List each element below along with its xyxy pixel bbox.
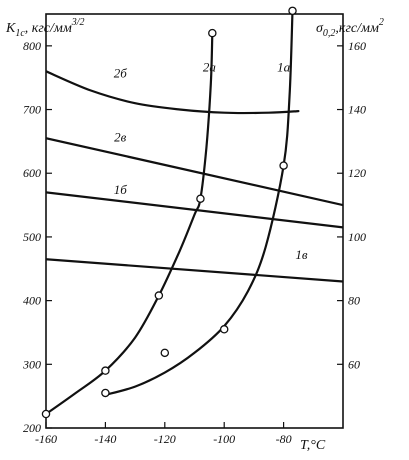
series-line-2а (46, 32, 214, 416)
y-left-tick-label: 800 (23, 39, 41, 53)
y-left-tick-label: 600 (23, 166, 41, 180)
data-point-1а (288, 6, 297, 16)
y-left-tick-label: 700 (23, 103, 41, 117)
data-point-2а (41, 409, 51, 419)
ticks-layer: -160 -140 -120 -100 -80 200 300 400 500 600 700 800… (22, 39, 366, 446)
data-point-2а (101, 366, 110, 375)
y-right-tick-label: 160 (348, 39, 366, 53)
series-line-1в (46, 258, 343, 283)
x-axis-title: T,°C (300, 438, 326, 453)
series-line-1б (46, 191, 343, 229)
curve-label-1а: 1а (277, 59, 291, 74)
y-right-tick-label: 100 (348, 230, 366, 244)
curve-label-2б: 2б (114, 66, 128, 81)
plot-frame (45, 13, 344, 429)
y-left-tick-label: 300 (22, 357, 41, 371)
data-point-2а (154, 291, 164, 300)
curve-labels-layer: 2а 1а 2б 2в 1б 1в (114, 59, 308, 262)
y-right-tick-label: 140 (348, 103, 366, 117)
series-line-1а (104, 10, 294, 396)
x-tick-label: -100 (213, 432, 235, 446)
x-tick-label: -80 (276, 432, 292, 446)
curve-label-1б: 1б (114, 182, 128, 197)
curve-label-2в: 2в (114, 129, 127, 144)
axes-frame (45, 13, 344, 429)
data-point-2а (196, 194, 205, 203)
x-tick-label: -160 (35, 432, 57, 446)
y-right-tick-label: 60 (348, 357, 360, 371)
data-point-1а (279, 161, 288, 170)
markers-layer (41, 6, 297, 419)
y-left-tick-label: 500 (23, 230, 41, 244)
curves-layer (46, 10, 343, 416)
data-point-1а (101, 388, 110, 398)
curve-label-1в: 1в (295, 247, 308, 262)
y-left-axis-title: K1c, кгс/мм3/2 (5, 17, 85, 39)
y-right-tick-label: 120 (348, 166, 366, 180)
y-left-tick-label: 200 (23, 421, 41, 435)
x-tick-label: -120 (154, 432, 176, 446)
data-point-1а (219, 325, 229, 334)
series-line-2в (46, 137, 343, 207)
y-left-tick-label: 400 (23, 294, 41, 308)
data-point-2а (208, 28, 217, 38)
x-tick-label: -140 (94, 432, 116, 446)
y-right-tick-label: 80 (348, 294, 360, 308)
curve-label-2а: 2а (203, 59, 217, 74)
series-line-2б (46, 70, 300, 115)
y-right-axis-title: σ0,2,кгс/мм2 (316, 17, 384, 39)
data-point-1а (160, 348, 170, 358)
